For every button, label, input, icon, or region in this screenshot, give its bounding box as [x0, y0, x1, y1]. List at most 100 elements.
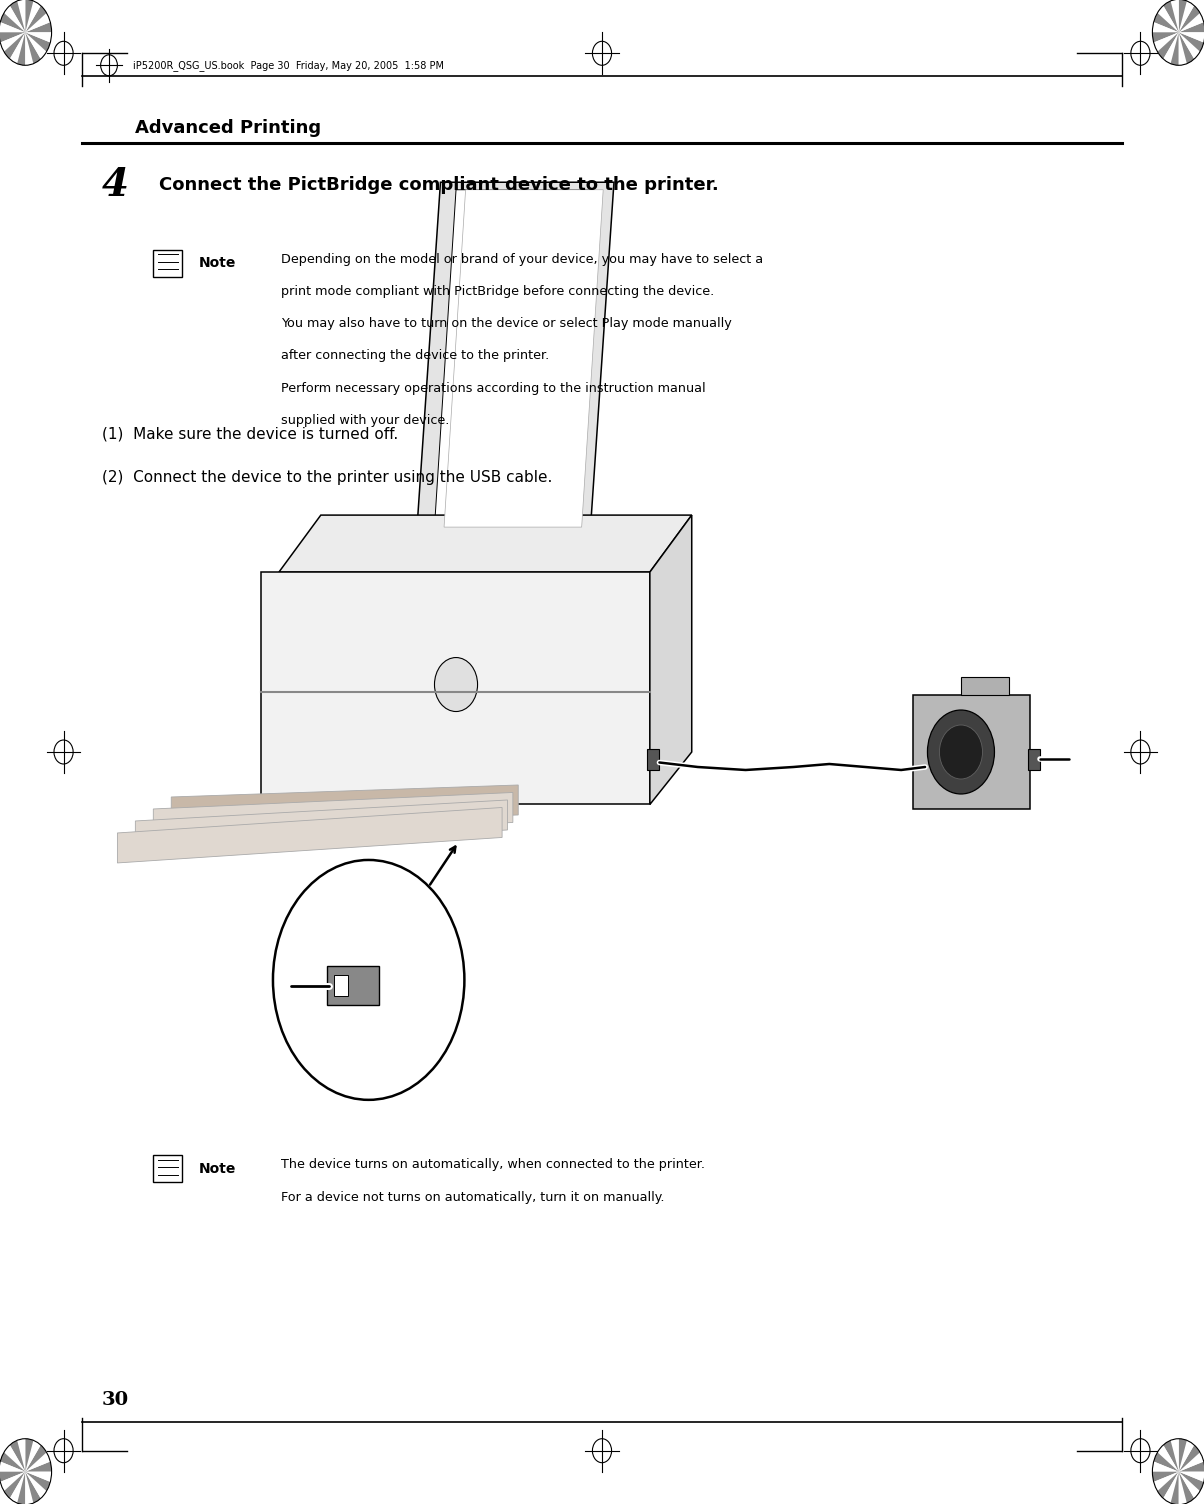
Text: For a device not turns on automatically, turn it on manually.: For a device not turns on automatically,…: [282, 1191, 665, 1203]
Wedge shape: [25, 32, 52, 42]
Wedge shape: [1163, 1441, 1179, 1472]
Circle shape: [927, 710, 995, 794]
Polygon shape: [153, 793, 513, 839]
Text: Connect the PictBridge compliant device to the printer.: Connect the PictBridge compliant device …: [159, 176, 719, 194]
Polygon shape: [189, 805, 261, 827]
Polygon shape: [961, 677, 1009, 695]
FancyBboxPatch shape: [153, 1155, 182, 1182]
Wedge shape: [1152, 32, 1179, 42]
Wedge shape: [25, 1445, 47, 1472]
Polygon shape: [279, 514, 692, 572]
Wedge shape: [1179, 1472, 1187, 1504]
Wedge shape: [1179, 1439, 1187, 1472]
Wedge shape: [1153, 1472, 1179, 1490]
Wedge shape: [0, 32, 25, 42]
Text: after connecting the device to the printer.: after connecting the device to the print…: [282, 349, 549, 362]
Wedge shape: [1157, 1445, 1179, 1472]
Wedge shape: [4, 1445, 25, 1472]
Wedge shape: [1157, 32, 1179, 59]
Text: iP5200R_QSG_US.book  Page 30  Friday, May 20, 2005  1:58 PM: iP5200R_QSG_US.book Page 30 Friday, May …: [132, 60, 444, 71]
Wedge shape: [25, 2, 41, 32]
Wedge shape: [1170, 0, 1179, 32]
Polygon shape: [444, 190, 603, 526]
Wedge shape: [25, 1472, 41, 1502]
Wedge shape: [10, 2, 25, 32]
Text: 4: 4: [102, 167, 129, 205]
Wedge shape: [1179, 0, 1187, 32]
Circle shape: [273, 860, 465, 1099]
Wedge shape: [0, 23, 25, 32]
Wedge shape: [25, 1439, 34, 1472]
Wedge shape: [4, 6, 25, 32]
Wedge shape: [1163, 2, 1179, 32]
Wedge shape: [1163, 32, 1179, 63]
Wedge shape: [25, 0, 34, 32]
Wedge shape: [25, 1453, 51, 1472]
Wedge shape: [0, 14, 25, 32]
Wedge shape: [0, 1472, 25, 1481]
FancyBboxPatch shape: [1028, 749, 1040, 770]
Wedge shape: [25, 6, 47, 32]
Wedge shape: [0, 1453, 25, 1472]
Wedge shape: [1179, 32, 1187, 65]
Wedge shape: [1179, 32, 1194, 63]
Wedge shape: [25, 1441, 41, 1472]
Wedge shape: [1157, 1472, 1179, 1498]
Wedge shape: [1152, 1462, 1179, 1472]
Wedge shape: [1157, 6, 1179, 32]
Wedge shape: [1153, 32, 1179, 51]
Wedge shape: [1179, 2, 1194, 32]
Wedge shape: [1153, 14, 1179, 32]
Text: (1)  Make sure the device is turned off.: (1) Make sure the device is turned off.: [102, 427, 399, 442]
Wedge shape: [10, 1441, 25, 1472]
Wedge shape: [10, 1472, 25, 1502]
Wedge shape: [0, 32, 25, 51]
Wedge shape: [1170, 32, 1179, 65]
Text: 30: 30: [102, 1391, 129, 1409]
Wedge shape: [0, 1472, 25, 1490]
Wedge shape: [17, 0, 25, 32]
Wedge shape: [25, 1462, 52, 1472]
Polygon shape: [417, 182, 614, 534]
Wedge shape: [1179, 32, 1204, 51]
Wedge shape: [25, 32, 34, 65]
Wedge shape: [1163, 1472, 1179, 1502]
Wedge shape: [25, 32, 47, 59]
Wedge shape: [1179, 32, 1204, 42]
Wedge shape: [1179, 1441, 1194, 1472]
Wedge shape: [25, 1472, 52, 1481]
FancyBboxPatch shape: [326, 967, 379, 1005]
Wedge shape: [1179, 1462, 1204, 1472]
Text: Depending on the model or brand of your device, you may have to select a: Depending on the model or brand of your …: [282, 253, 763, 266]
Wedge shape: [25, 14, 51, 32]
Wedge shape: [1179, 1472, 1194, 1502]
Circle shape: [435, 657, 478, 711]
Circle shape: [939, 725, 982, 779]
Wedge shape: [1179, 1445, 1200, 1472]
Wedge shape: [25, 23, 52, 32]
Wedge shape: [1170, 1472, 1179, 1504]
Wedge shape: [1179, 32, 1200, 59]
Wedge shape: [25, 32, 51, 51]
FancyBboxPatch shape: [648, 749, 660, 770]
Text: Note: Note: [199, 256, 236, 271]
Text: Perform necessary operations according to the instruction manual: Perform necessary operations according t…: [282, 382, 706, 394]
FancyBboxPatch shape: [153, 250, 182, 277]
Polygon shape: [435, 190, 594, 526]
FancyBboxPatch shape: [334, 976, 348, 996]
Wedge shape: [25, 1472, 47, 1498]
Text: (2)  Connect the device to the printer using the USB cable.: (2) Connect the device to the printer us…: [102, 471, 553, 486]
Text: print mode compliant with PictBridge before connecting the device.: print mode compliant with PictBridge bef…: [282, 284, 715, 298]
Polygon shape: [118, 808, 502, 863]
Wedge shape: [1179, 14, 1204, 32]
Wedge shape: [4, 1472, 25, 1498]
Polygon shape: [261, 572, 650, 805]
Wedge shape: [1179, 1472, 1204, 1481]
Wedge shape: [1179, 23, 1204, 32]
Polygon shape: [913, 695, 1031, 809]
Wedge shape: [1153, 1453, 1179, 1472]
Wedge shape: [4, 32, 25, 59]
Wedge shape: [10, 32, 25, 63]
Wedge shape: [25, 32, 41, 63]
Wedge shape: [1179, 6, 1200, 32]
